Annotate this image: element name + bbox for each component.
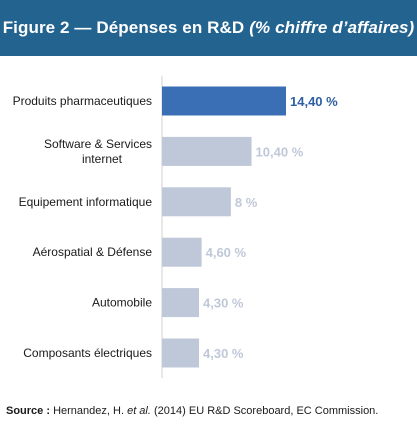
value-label-3: 4,60 % — [206, 245, 247, 260]
bar-5 — [162, 338, 200, 368]
category-label-3: Aérospatial & Défense — [33, 245, 153, 259]
value-label-1: 10,40 % — [256, 144, 304, 159]
bar-4 — [162, 288, 200, 318]
category-label-1: Software & Services internet — [44, 137, 152, 166]
value-label-4: 4,30 % — [203, 296, 244, 311]
source-details: (2014) EU R&D Scoreboard, EC Commission. — [154, 405, 379, 417]
bar-0 — [162, 86, 286, 116]
bar-3 — [162, 237, 202, 267]
bar-chart: Produits pharmaceutiques 14,40 % Software … — [13, 75, 338, 379]
figure-header: Figure 2 — Dépenses en R&D (% chiffre d’… — [0, 0, 417, 56]
bar-2 — [162, 187, 231, 217]
category-label-2: Equipement informatique — [19, 195, 153, 209]
category-label-0: Produits pharmaceutiques — [13, 94, 152, 108]
figure-title-unit: (% chiffre d’affaires) — [249, 18, 415, 37]
source-note: Source : Hernandez, H. et al. (2014) EU … — [6, 405, 411, 417]
value-label-5: 4,30 % — [203, 346, 244, 361]
category-label-5: Composants électriques — [23, 346, 152, 360]
source-et-al: et al. — [127, 405, 151, 417]
figure-title: Figure 2 — Dépenses en R&D — [2, 18, 245, 37]
chart-area: Produits pharmaceutiques 14,40 % Software … — [0, 56, 417, 396]
bar-1 — [162, 136, 252, 166]
source-authors: Hernandez, H. — [53, 405, 125, 417]
source-label: Source : — [6, 405, 51, 417]
category-label-4: Automobile — [92, 296, 152, 310]
value-label-2: 8 % — [235, 195, 258, 210]
value-label-0: 14,40 % — [290, 94, 338, 109]
